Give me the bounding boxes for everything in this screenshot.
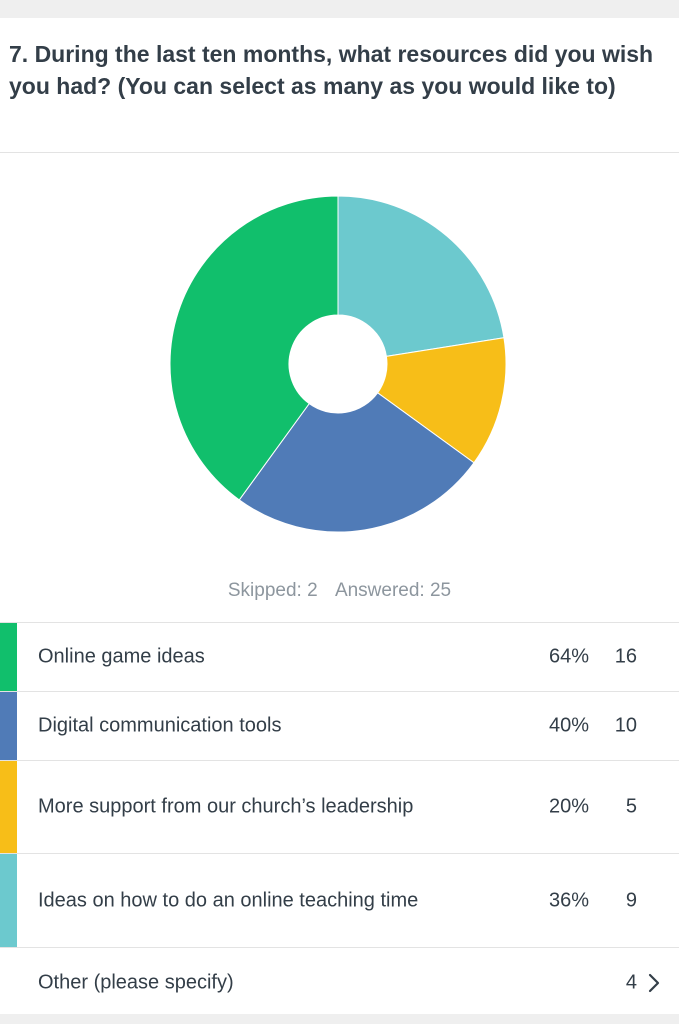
other-responses-row[interactable]: Other (please specify) 4 bbox=[0, 947, 679, 1018]
skipped-count: Skipped: 2 bbox=[227, 580, 318, 601]
legend-swatch bbox=[0, 854, 17, 947]
response-summary: Skipped: 2 Answered: 25 bbox=[0, 580, 679, 602]
answered-count: Answered: 25 bbox=[334, 580, 452, 601]
answer-count: 9 bbox=[625, 889, 637, 911]
answer-label: Ideas on how to do an online teaching ti… bbox=[38, 889, 419, 911]
answer-percent: 40% bbox=[548, 714, 589, 737]
other-count: 4 bbox=[625, 971, 637, 994]
table-row[interactable]: Digital communication tools 40% 10 bbox=[0, 691, 679, 760]
pie-slice-1[interactable] bbox=[376, 337, 507, 464]
chevron-right-icon[interactable] bbox=[647, 973, 661, 993]
table-row[interactable]: Ideas on how to do an online teaching ti… bbox=[0, 853, 679, 947]
donut-chart bbox=[0, 153, 679, 573]
answer-count: 10 bbox=[614, 714, 637, 737]
table-row[interactable]: Online game ideas 64% 16 bbox=[0, 622, 679, 691]
pie-slice-0[interactable] bbox=[337, 195, 505, 357]
answer-label: More support from our church’s leadershi… bbox=[38, 795, 414, 818]
answer-count: 5 bbox=[625, 795, 637, 818]
answer-label: Online game ideas bbox=[38, 645, 205, 668]
answer-percent: 64% bbox=[548, 645, 589, 668]
other-label: Other (please specify) bbox=[38, 971, 234, 994]
pie-slice-2[interactable] bbox=[238, 392, 475, 533]
answer-percent: 36% bbox=[548, 889, 589, 911]
legend-swatch bbox=[0, 761, 17, 853]
donut-chart-svg bbox=[169, 195, 507, 533]
question-card: 7. During the last ten months, what reso… bbox=[0, 18, 679, 1014]
legend-swatch bbox=[0, 692, 17, 760]
legend-swatch bbox=[0, 623, 17, 691]
answer-label: Digital communication tools bbox=[38, 714, 282, 737]
divider bbox=[0, 152, 679, 153]
question-title: 7. During the last ten months, what reso… bbox=[9, 41, 654, 99]
pie-slice-3[interactable] bbox=[169, 195, 339, 501]
answer-percent: 20% bbox=[548, 795, 589, 818]
answer-count: 16 bbox=[614, 645, 637, 668]
results-table: Online game ideas 64% 16 Digital communi… bbox=[0, 622, 679, 1018]
table-row[interactable]: More support from our church’s leadershi… bbox=[0, 760, 679, 853]
